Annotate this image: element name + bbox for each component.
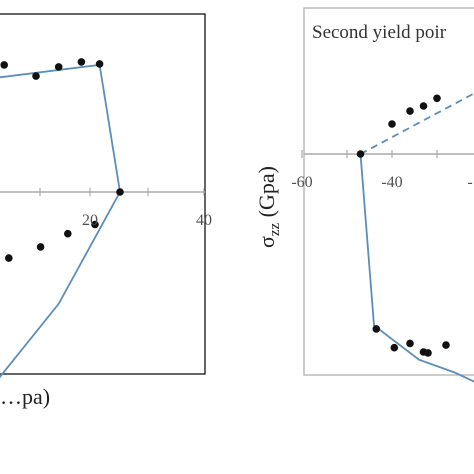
right-data-point-2: [406, 107, 414, 115]
left-data-point-6: [91, 220, 99, 229]
right-tick-label-neg60: -60: [291, 174, 312, 191]
right-series-group: [359, 93, 474, 383]
left-data-point-2: [54, 63, 63, 71]
right-tick-label-partial: -: [467, 174, 472, 191]
y-title-sigma: σ: [254, 236, 279, 248]
right-plot-frame: [303, 7, 474, 376]
left-series-line-0: [0, 63, 121, 379]
left-data-point-9: [5, 254, 13, 262]
right-data-point-10: [442, 341, 450, 349]
right-panel: -60 -40 - Second yield poir σzz (Gpa): [254, 7, 474, 383]
right-x-ticks: [301, 150, 438, 158]
right-series-line-0: [360, 93, 474, 155]
y-title-unit: (Gpa): [254, 166, 279, 223]
left-panel: 20 40 …pa): [0, 13, 212, 409]
right-tick-label-neg40: -40: [381, 174, 402, 191]
y-title-subscript: zz: [267, 222, 283, 236]
left-data-point-7: [64, 229, 72, 238]
left-tick-label-40: 40: [196, 212, 212, 229]
right-annotation: Second yield poir: [312, 22, 447, 43]
left-data-point-8: [36, 243, 45, 251]
right-points-group: [356, 94, 450, 357]
right-data-point-3: [419, 102, 428, 110]
left-x-ticks: [39, 188, 205, 196]
left-data-point-5: [116, 188, 124, 196]
left-points-group: [0, 58, 124, 262]
left-x-axis-title: …pa): [0, 384, 50, 409]
right-data-point-9: [424, 349, 432, 357]
right-data-point-4: [433, 94, 441, 103]
left-data-point-4: [95, 60, 104, 68]
left-data-point-0: [0, 61, 9, 69]
right-data-point-6: [390, 343, 399, 352]
right-data-point-0: [356, 150, 365, 158]
right-y-axis-title: σzz (Gpa): [254, 166, 283, 248]
right-data-point-5: [372, 325, 381, 333]
left-series-group: [0, 63, 121, 379]
left-plot-frame: [0, 13, 206, 375]
right-data-point-1: [388, 120, 396, 128]
left-data-point-1: [32, 72, 40, 80]
right-data-point-7: [406, 339, 414, 348]
left-data-point-3: [77, 58, 86, 66]
right-series-line-1: [359, 153, 474, 383]
left-tick-label-20: 20: [82, 212, 98, 229]
